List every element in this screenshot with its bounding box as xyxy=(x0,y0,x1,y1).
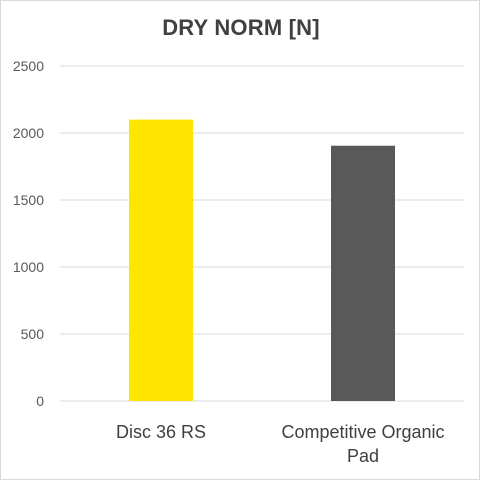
chart-title: DRY NORM [N] xyxy=(162,15,320,40)
gridlines xyxy=(60,65,464,402)
y-tick-label: 500 xyxy=(21,326,45,342)
category-label: Disc 36 RS xyxy=(116,422,206,442)
bar-1 xyxy=(129,119,193,401)
bars xyxy=(129,119,395,401)
category-labels: Disc 36 RS Competitive Organic Pad xyxy=(116,422,445,466)
bar-2 xyxy=(331,145,395,401)
category-label: Competitive Organic xyxy=(281,422,444,442)
y-axis-tick-labels: 0 500 1000 1500 2000 2500 xyxy=(13,58,44,409)
y-tick-label: 1500 xyxy=(13,192,44,208)
y-tick-label: 2000 xyxy=(13,125,44,141)
y-tick-label: 2500 xyxy=(13,58,44,74)
y-tick-label: 0 xyxy=(36,393,44,409)
y-tick-label: 1000 xyxy=(13,259,44,275)
category-label: Pad xyxy=(347,446,379,466)
